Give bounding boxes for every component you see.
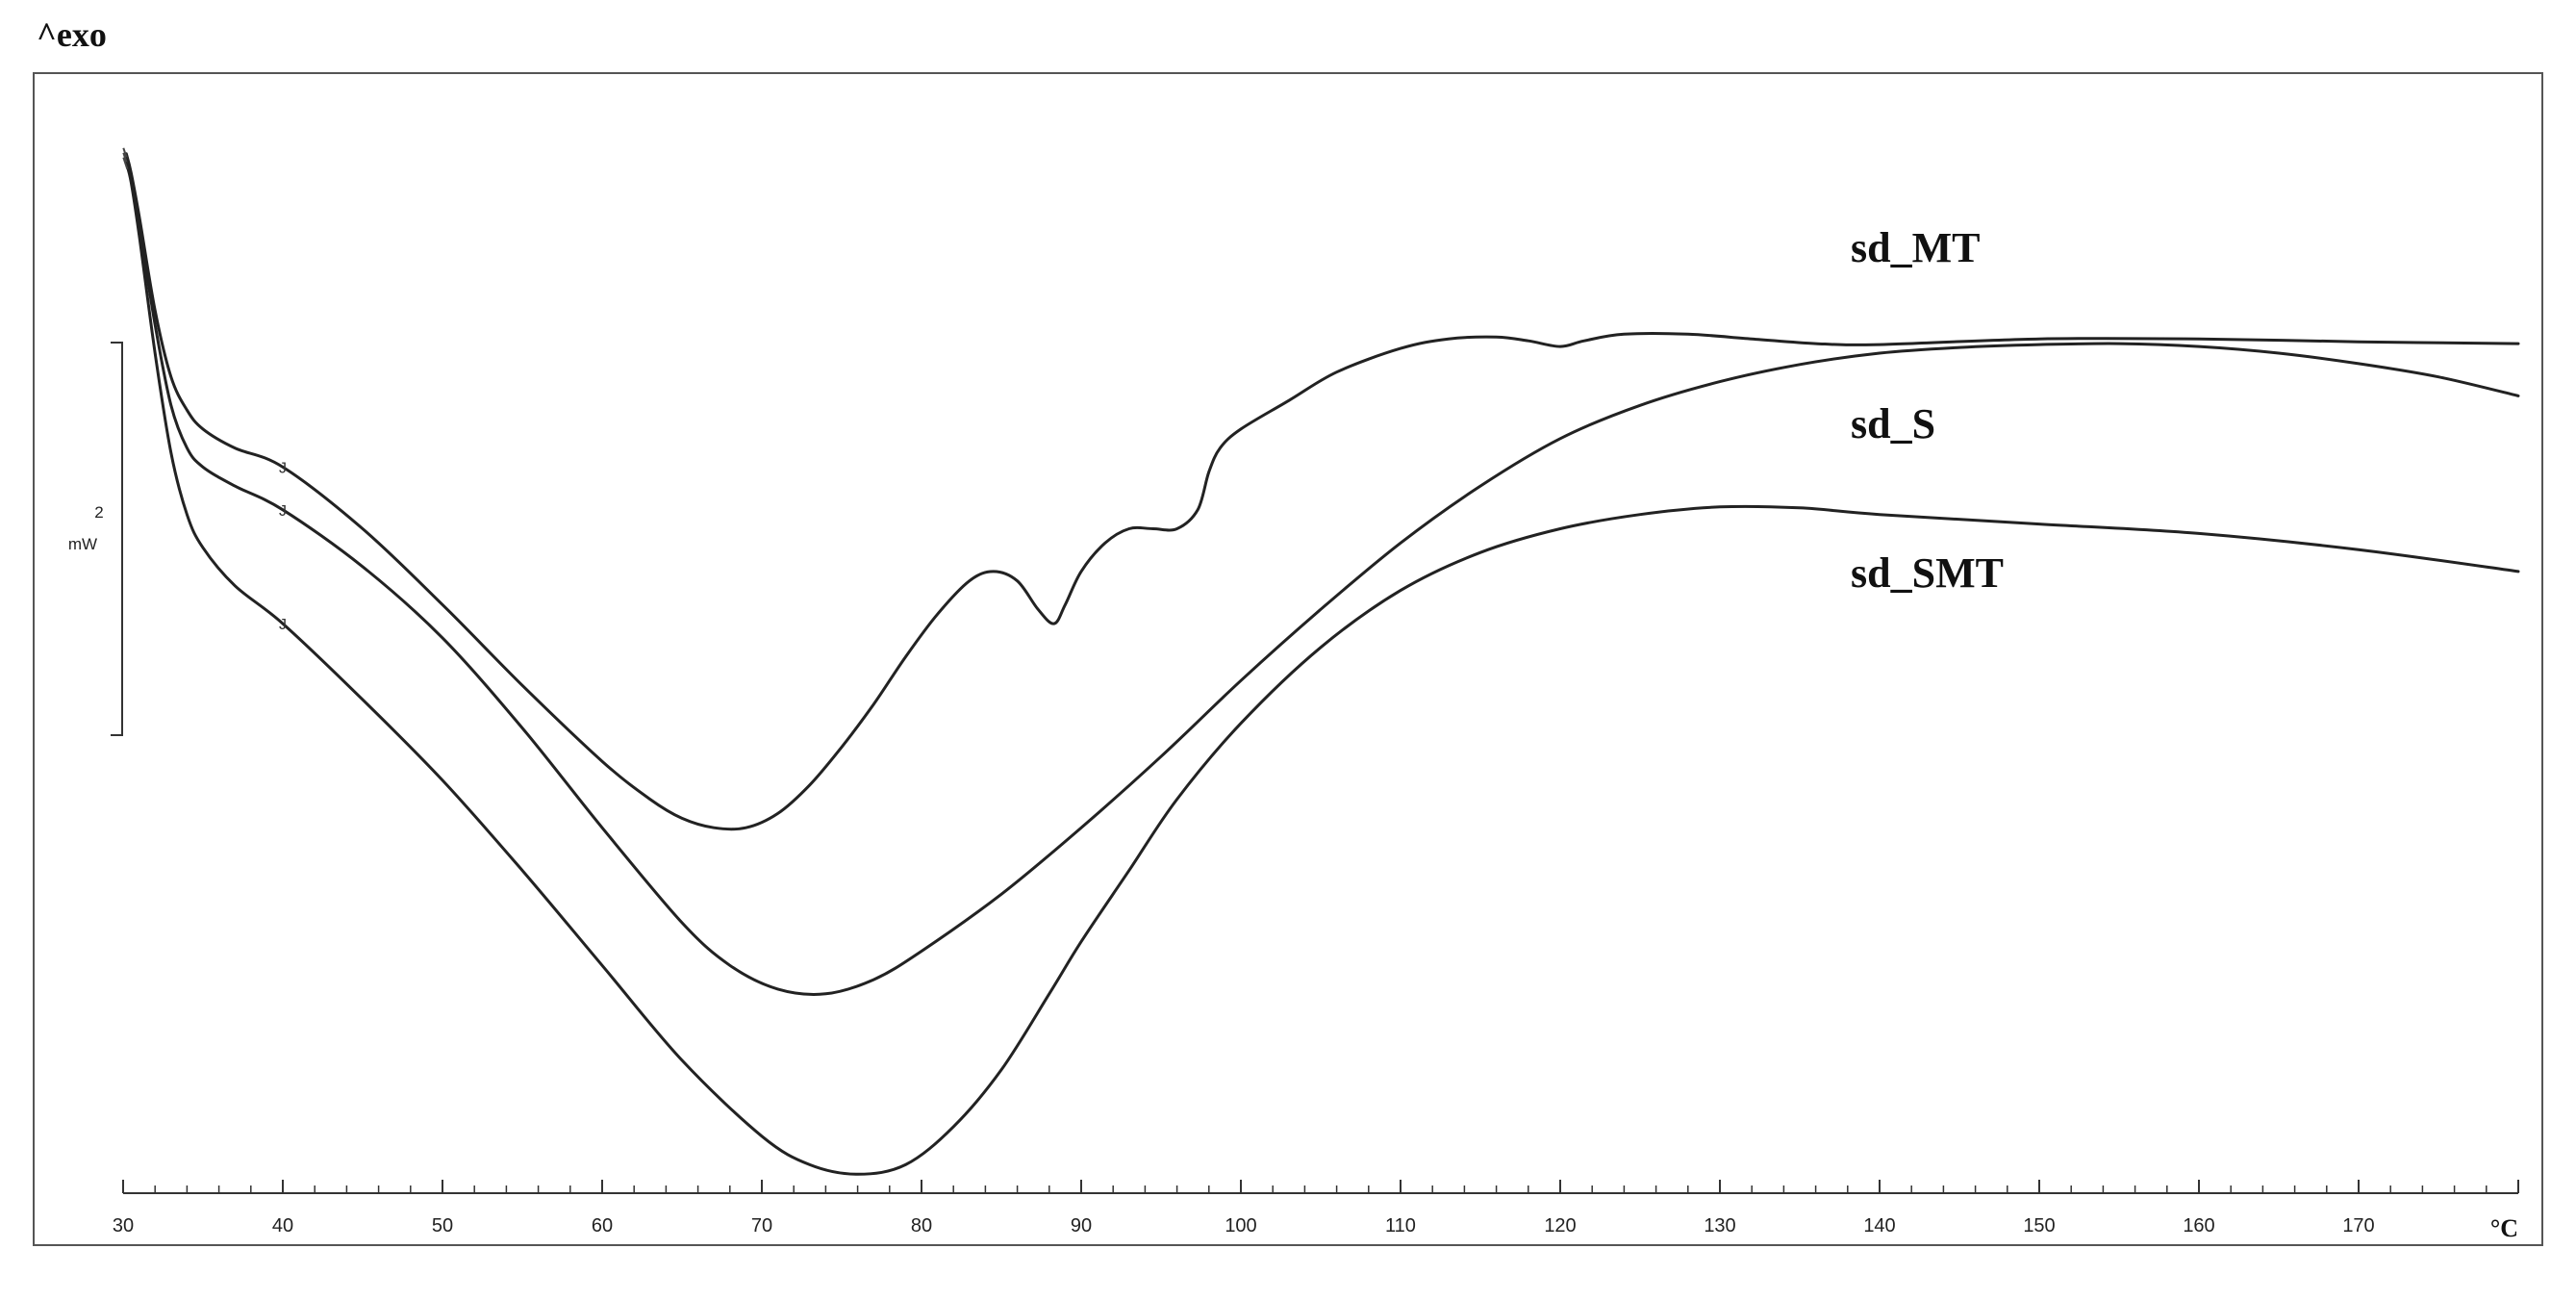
x-tick-label: 40 [272, 1215, 293, 1236]
x-tick-label: 130 [1704, 1215, 1735, 1236]
x-tick-label: 160 [2183, 1215, 2214, 1236]
series-line-sd-smt [124, 162, 2520, 1176]
scale-bar: 2 mW [68, 342, 123, 736]
x-tick-label: 60 [592, 1215, 613, 1236]
exo-label: ^exo [37, 15, 107, 54]
x-tick-label: 140 [1863, 1215, 1895, 1236]
marker-sd-mt: J [279, 460, 287, 476]
x-tick-label: 70 [751, 1215, 772, 1236]
x-unit-label: °C [2490, 1214, 2518, 1242]
series-line-sd-s [124, 157, 2520, 996]
x-tick-label: 80 [911, 1215, 932, 1236]
x-tick-label: 150 [2023, 1215, 2055, 1236]
x-tick-label: 110 [1385, 1215, 1416, 1236]
marker-group: J J J [279, 460, 287, 633]
x-tick-label: 120 [1544, 1215, 1576, 1236]
series-start-mark-sd-smt [122, 157, 129, 170]
x-axis: 30 40 50 60 70 80 90 100 110 120 130 140 150 160 170 °… [113, 1180, 2519, 1242]
series-label-sd-s: sd_S [1851, 400, 1935, 447]
series-label-group: sd_MT sd_S sd_SMT [1851, 224, 2004, 597]
series-label-sd-mt: sd_MT [1851, 224, 1980, 271]
scale-bar-unit: mW [68, 535, 97, 553]
x-tick-label: 50 [432, 1215, 453, 1236]
marker-sd-smt: J [279, 617, 287, 633]
series-line-sd-mt [124, 152, 2520, 831]
x-tick-label: 100 [1225, 1215, 1256, 1236]
x-tick-label: 30 [113, 1215, 134, 1236]
series-label-sd-smt: sd_SMT [1851, 549, 2004, 597]
x-tick-label: 90 [1071, 1215, 1092, 1236]
scale-bar-value: 2 [94, 503, 103, 522]
x-tick-label: 170 [2342, 1215, 2374, 1236]
x-tick-group [122, 1180, 2519, 1193]
series-group [122, 147, 2520, 1176]
x-tick-label-group: 30 40 50 60 70 80 90 100 110 120 130 140 150 160 170 [113, 1215, 2375, 1236]
plot-frame [33, 72, 2543, 1246]
marker-sd-s: J [279, 503, 287, 520]
